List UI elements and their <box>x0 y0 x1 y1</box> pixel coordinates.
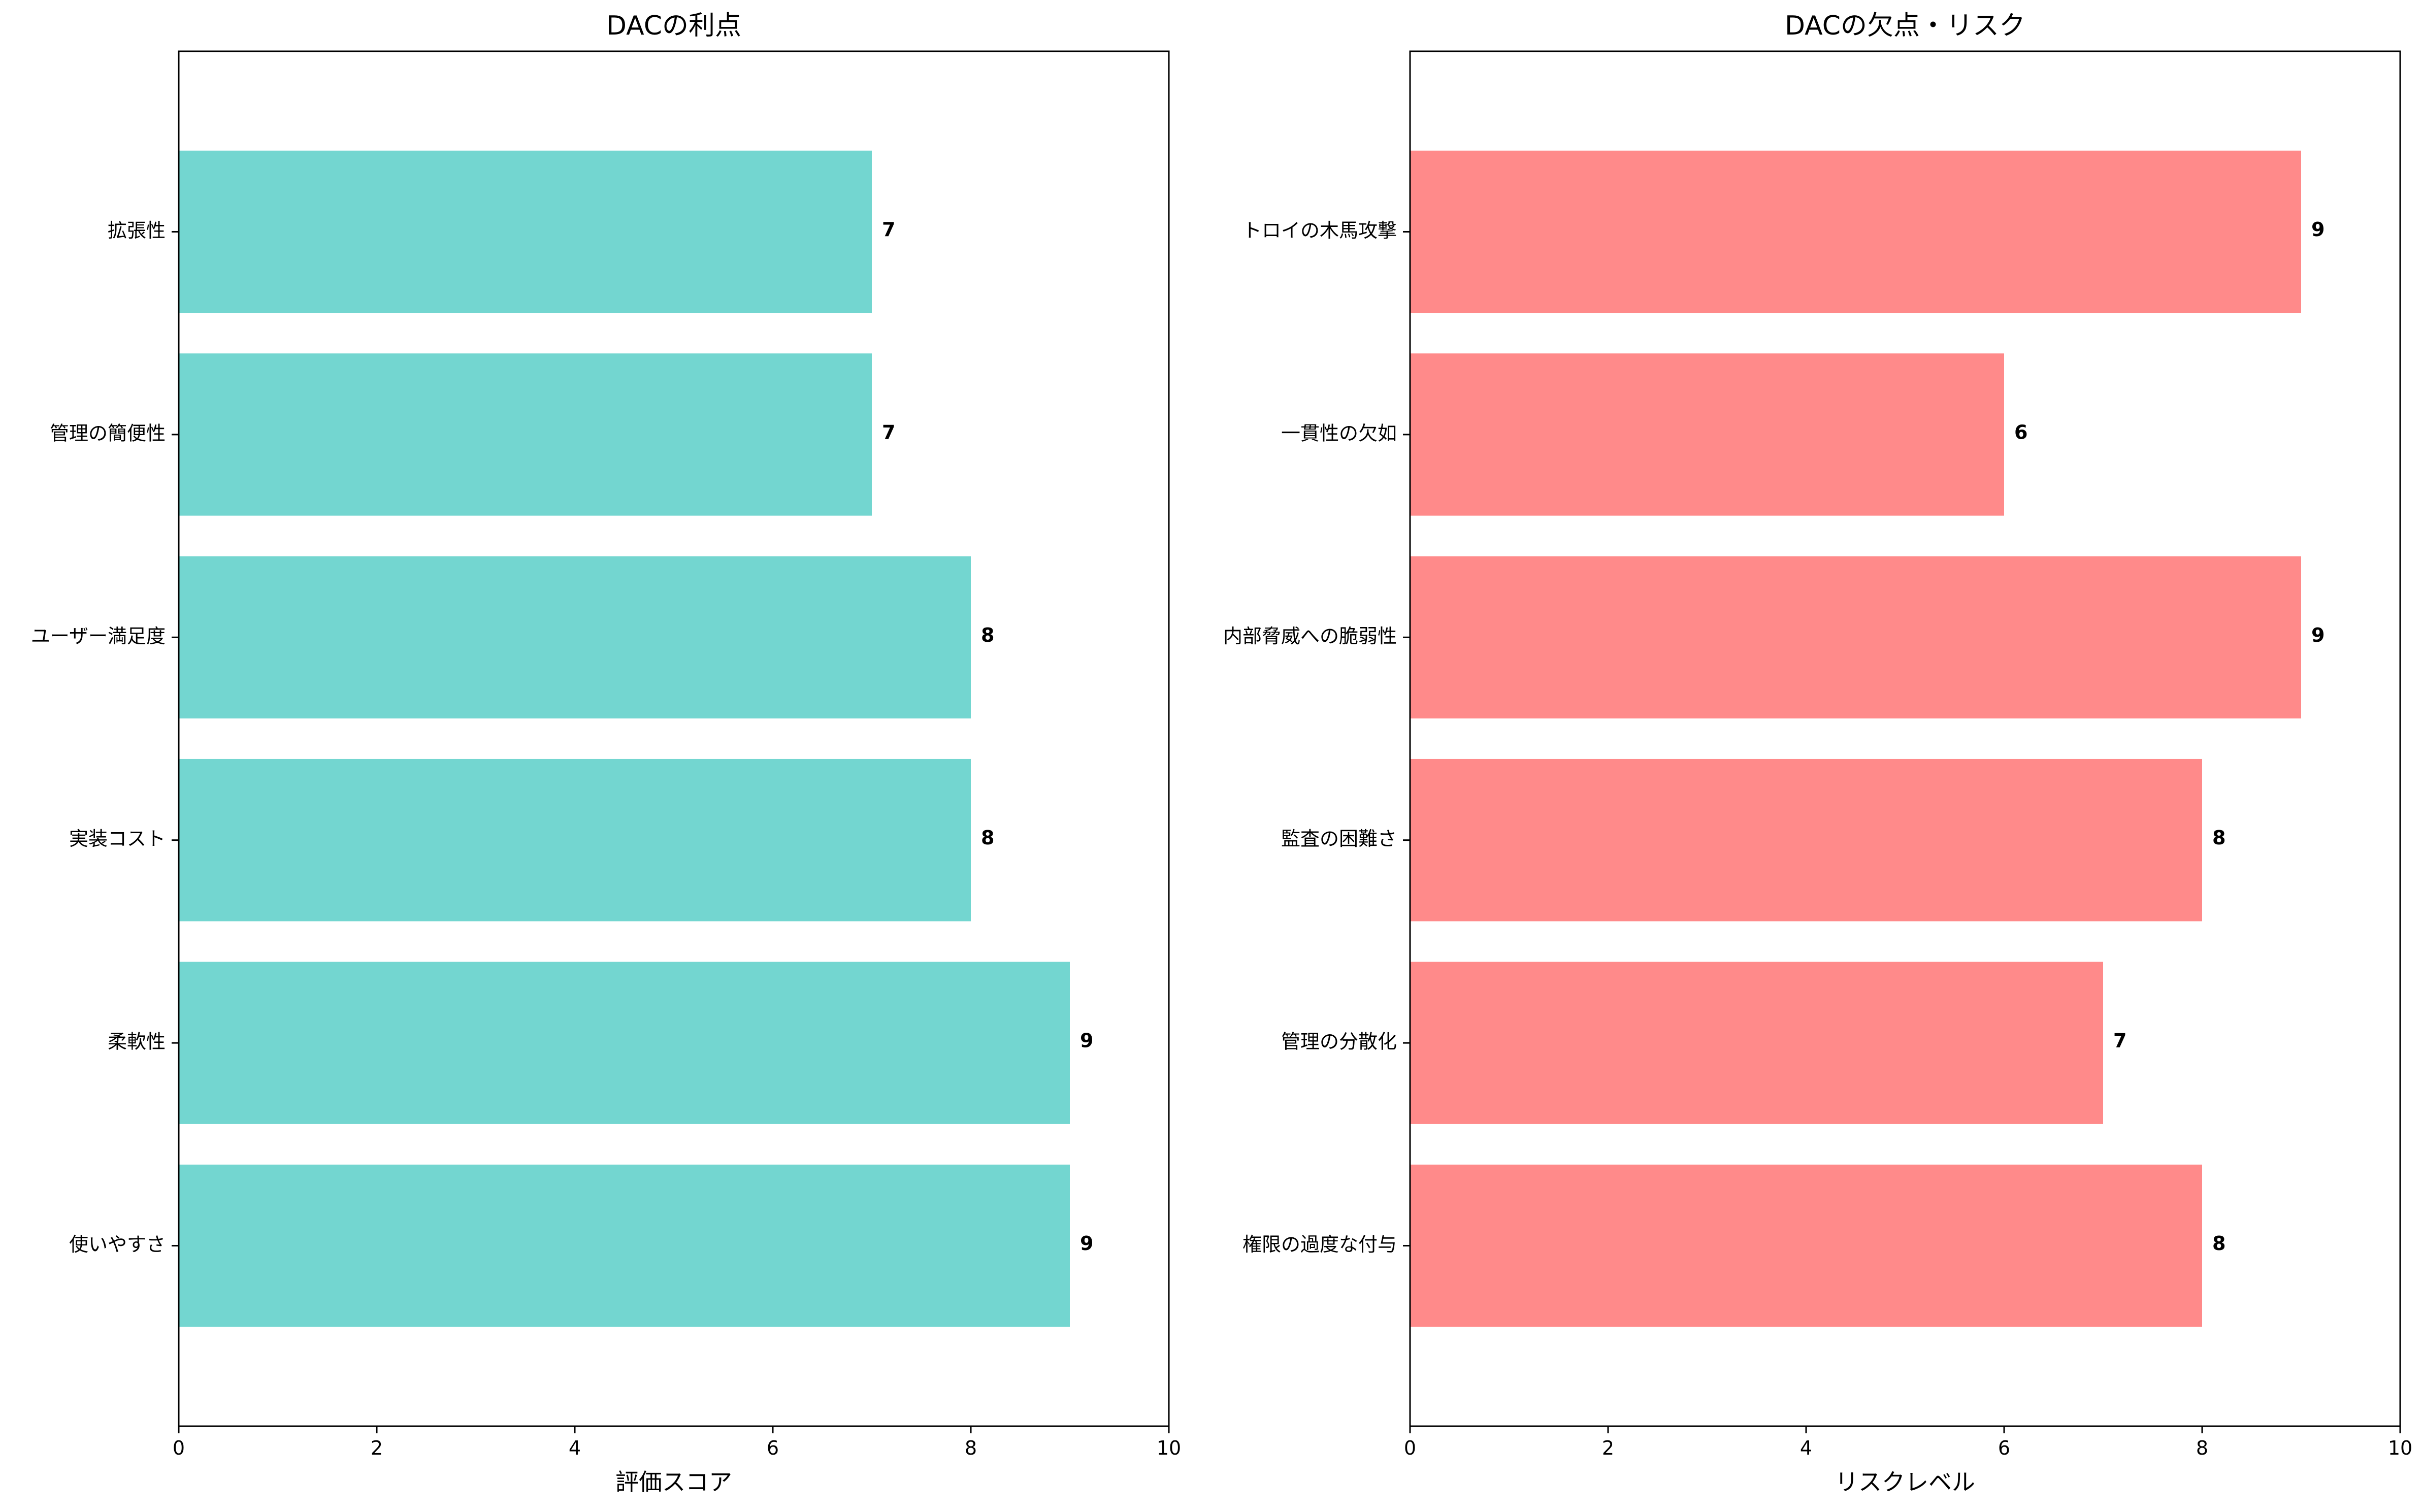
bar-risks-1 <box>1410 962 2103 1124</box>
y-tick-label-risks-1: 管理の分散化 <box>1281 1031 1397 1053</box>
value-label-risks-4: 6 <box>2014 421 2027 443</box>
y-ticks-advantages: 使いやすさ 柔軟性 実装コスト ユーザー満足度 管理の簡便性 拡張性 <box>31 219 179 1256</box>
x-axis-label-risks: リスクレベル <box>1835 1468 1975 1496</box>
x-tick-label-advantages-3: 6 <box>767 1437 779 1459</box>
bar-risks-4 <box>1410 353 2004 516</box>
bars-risks: 8 7 8 9 6 9 <box>1410 150 2325 1327</box>
x-tick-label-risks-2: 4 <box>1800 1437 1812 1459</box>
bar-advantages-5 <box>179 150 872 313</box>
y-tick-label-advantages-0: 使いやすさ <box>69 1233 166 1256</box>
y-tick-label-advantages-4: 管理の簡便性 <box>50 422 166 444</box>
bar-advantages-1 <box>179 962 1070 1124</box>
x-ticks-risks: 0 2 4 6 8 10 <box>1404 1426 2412 1459</box>
y-tick-label-risks-4: 一貫性の欠如 <box>1281 422 1397 444</box>
bar-risks-5 <box>1410 150 2301 313</box>
chart-title-advantages: DACの利点 <box>606 11 741 41</box>
x-tick-label-risks-4: 8 <box>2196 1437 2208 1459</box>
bar-risks-2 <box>1410 759 2202 922</box>
x-tick-label-risks-5: 10 <box>2388 1437 2412 1459</box>
value-label-advantages-4: 7 <box>882 421 895 443</box>
x-axis-label-advantages: 評価スコア <box>615 1468 732 1496</box>
y-tick-label-advantages-1: 柔軟性 <box>108 1031 166 1053</box>
x-tick-label-advantages-1: 2 <box>371 1437 383 1459</box>
x-ticks-advantages: 0 2 4 6 8 10 <box>173 1426 1181 1459</box>
y-tick-label-risks-2: 監査の困難さ <box>1281 828 1397 850</box>
x-tick-label-advantages-2: 4 <box>569 1437 581 1459</box>
value-label-advantages-5: 7 <box>882 218 895 241</box>
y-tick-label-risks-0: 権限の過度な付与 <box>1242 1233 1397 1256</box>
bar-advantages-2 <box>179 759 971 922</box>
y-tick-label-advantages-2: 実装コスト <box>69 828 166 850</box>
bar-risks-3 <box>1410 556 2301 719</box>
value-label-risks-5: 9 <box>2311 218 2325 241</box>
panel-advantages: DACの利点 9 9 8 8 7 7 使いやすさ 柔軟性 実装コスト ユーザー満足度 管理の簡便性… <box>31 11 1181 1496</box>
x-tick-label-risks-0: 0 <box>1404 1437 1416 1459</box>
value-label-risks-2: 8 <box>2212 827 2225 849</box>
chart-title-risks: DACの欠点・リスク <box>1785 11 2025 41</box>
x-tick-label-advantages-4: 8 <box>965 1437 977 1459</box>
plot-frame-risks <box>1409 50 2401 1427</box>
bar-advantages-0 <box>179 1164 1070 1327</box>
x-tick-label-risks-1: 2 <box>1602 1437 1614 1459</box>
value-label-advantages-1: 9 <box>1080 1030 1093 1052</box>
plot-frame-advantages <box>178 50 1170 1427</box>
bar-advantages-4 <box>179 353 872 516</box>
value-label-advantages-2: 8 <box>981 827 994 849</box>
x-tick-label-risks-3: 6 <box>1998 1437 2010 1459</box>
y-tick-label-risks-5: トロイの木馬攻撃 <box>1242 219 1397 242</box>
y-tick-label-advantages-5: 拡張性 <box>108 219 166 242</box>
value-label-risks-3: 9 <box>2311 624 2325 646</box>
y-tick-label-risks-3: 内部脅威への脆弱性 <box>1223 625 1397 647</box>
bar-risks-0 <box>1410 1164 2202 1327</box>
y-tick-label-advantages-3: ユーザー満足度 <box>31 625 166 647</box>
bar-advantages-3 <box>179 556 971 719</box>
x-tick-label-advantages-0: 0 <box>173 1437 185 1459</box>
value-label-advantages-3: 8 <box>981 624 994 646</box>
value-label-advantages-0: 9 <box>1080 1232 1093 1255</box>
x-tick-label-advantages-5: 10 <box>1157 1437 1181 1459</box>
value-label-risks-0: 8 <box>2212 1232 2225 1255</box>
bars-advantages: 9 9 8 8 7 7 <box>179 150 1093 1327</box>
value-label-risks-1: 7 <box>2113 1030 2126 1052</box>
